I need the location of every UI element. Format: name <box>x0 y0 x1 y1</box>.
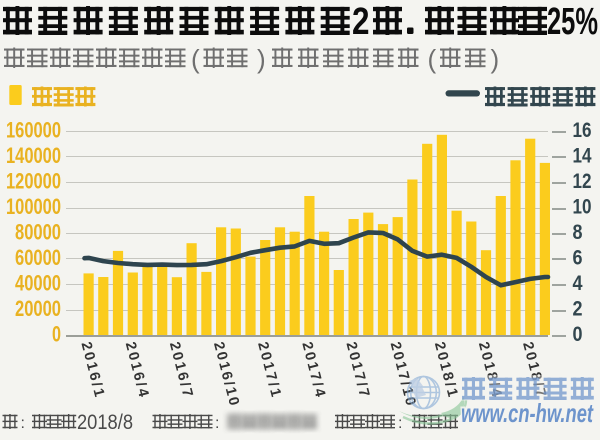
svg-text:8: 8 <box>573 220 583 244</box>
svg-text:0: 0 <box>52 322 61 347</box>
svg-text:0: 0 <box>573 322 583 346</box>
svg-text:40000: 40000 <box>15 271 61 296</box>
svg-text:140000: 140000 <box>6 143 61 168</box>
svg-text:160000: 160000 <box>6 118 61 143</box>
svg-text:14: 14 <box>573 144 592 168</box>
svg-text:6: 6 <box>573 246 583 270</box>
svg-text:(: ( <box>428 44 437 74</box>
svg-text:120000: 120000 <box>6 169 61 194</box>
svg-text::: : <box>398 415 402 432</box>
svg-text:): ) <box>491 44 500 74</box>
svg-text:2: 2 <box>352 1 370 43</box>
svg-text:12: 12 <box>573 169 592 193</box>
svg-text:4: 4 <box>573 271 583 295</box>
svg-text:2018/8: 2018/8 <box>77 410 133 434</box>
svg-text:80000: 80000 <box>15 220 61 245</box>
svg-text:10: 10 <box>573 195 592 219</box>
svg-text::: : <box>215 415 219 432</box>
svg-text::: : <box>21 415 25 432</box>
svg-text:20000: 20000 <box>15 296 61 321</box>
svg-text:60000: 60000 <box>15 245 61 270</box>
svg-text:100000: 100000 <box>6 194 61 219</box>
svg-text:16: 16 <box>573 118 592 142</box>
svg-text:25%: 25% <box>547 1 598 43</box>
svg-text:): ) <box>257 44 266 74</box>
svg-text:(: ( <box>191 44 200 74</box>
svg-text:2: 2 <box>573 297 583 321</box>
svg-text:www.cn-hw.net: www.cn-hw.net <box>461 398 594 428</box>
